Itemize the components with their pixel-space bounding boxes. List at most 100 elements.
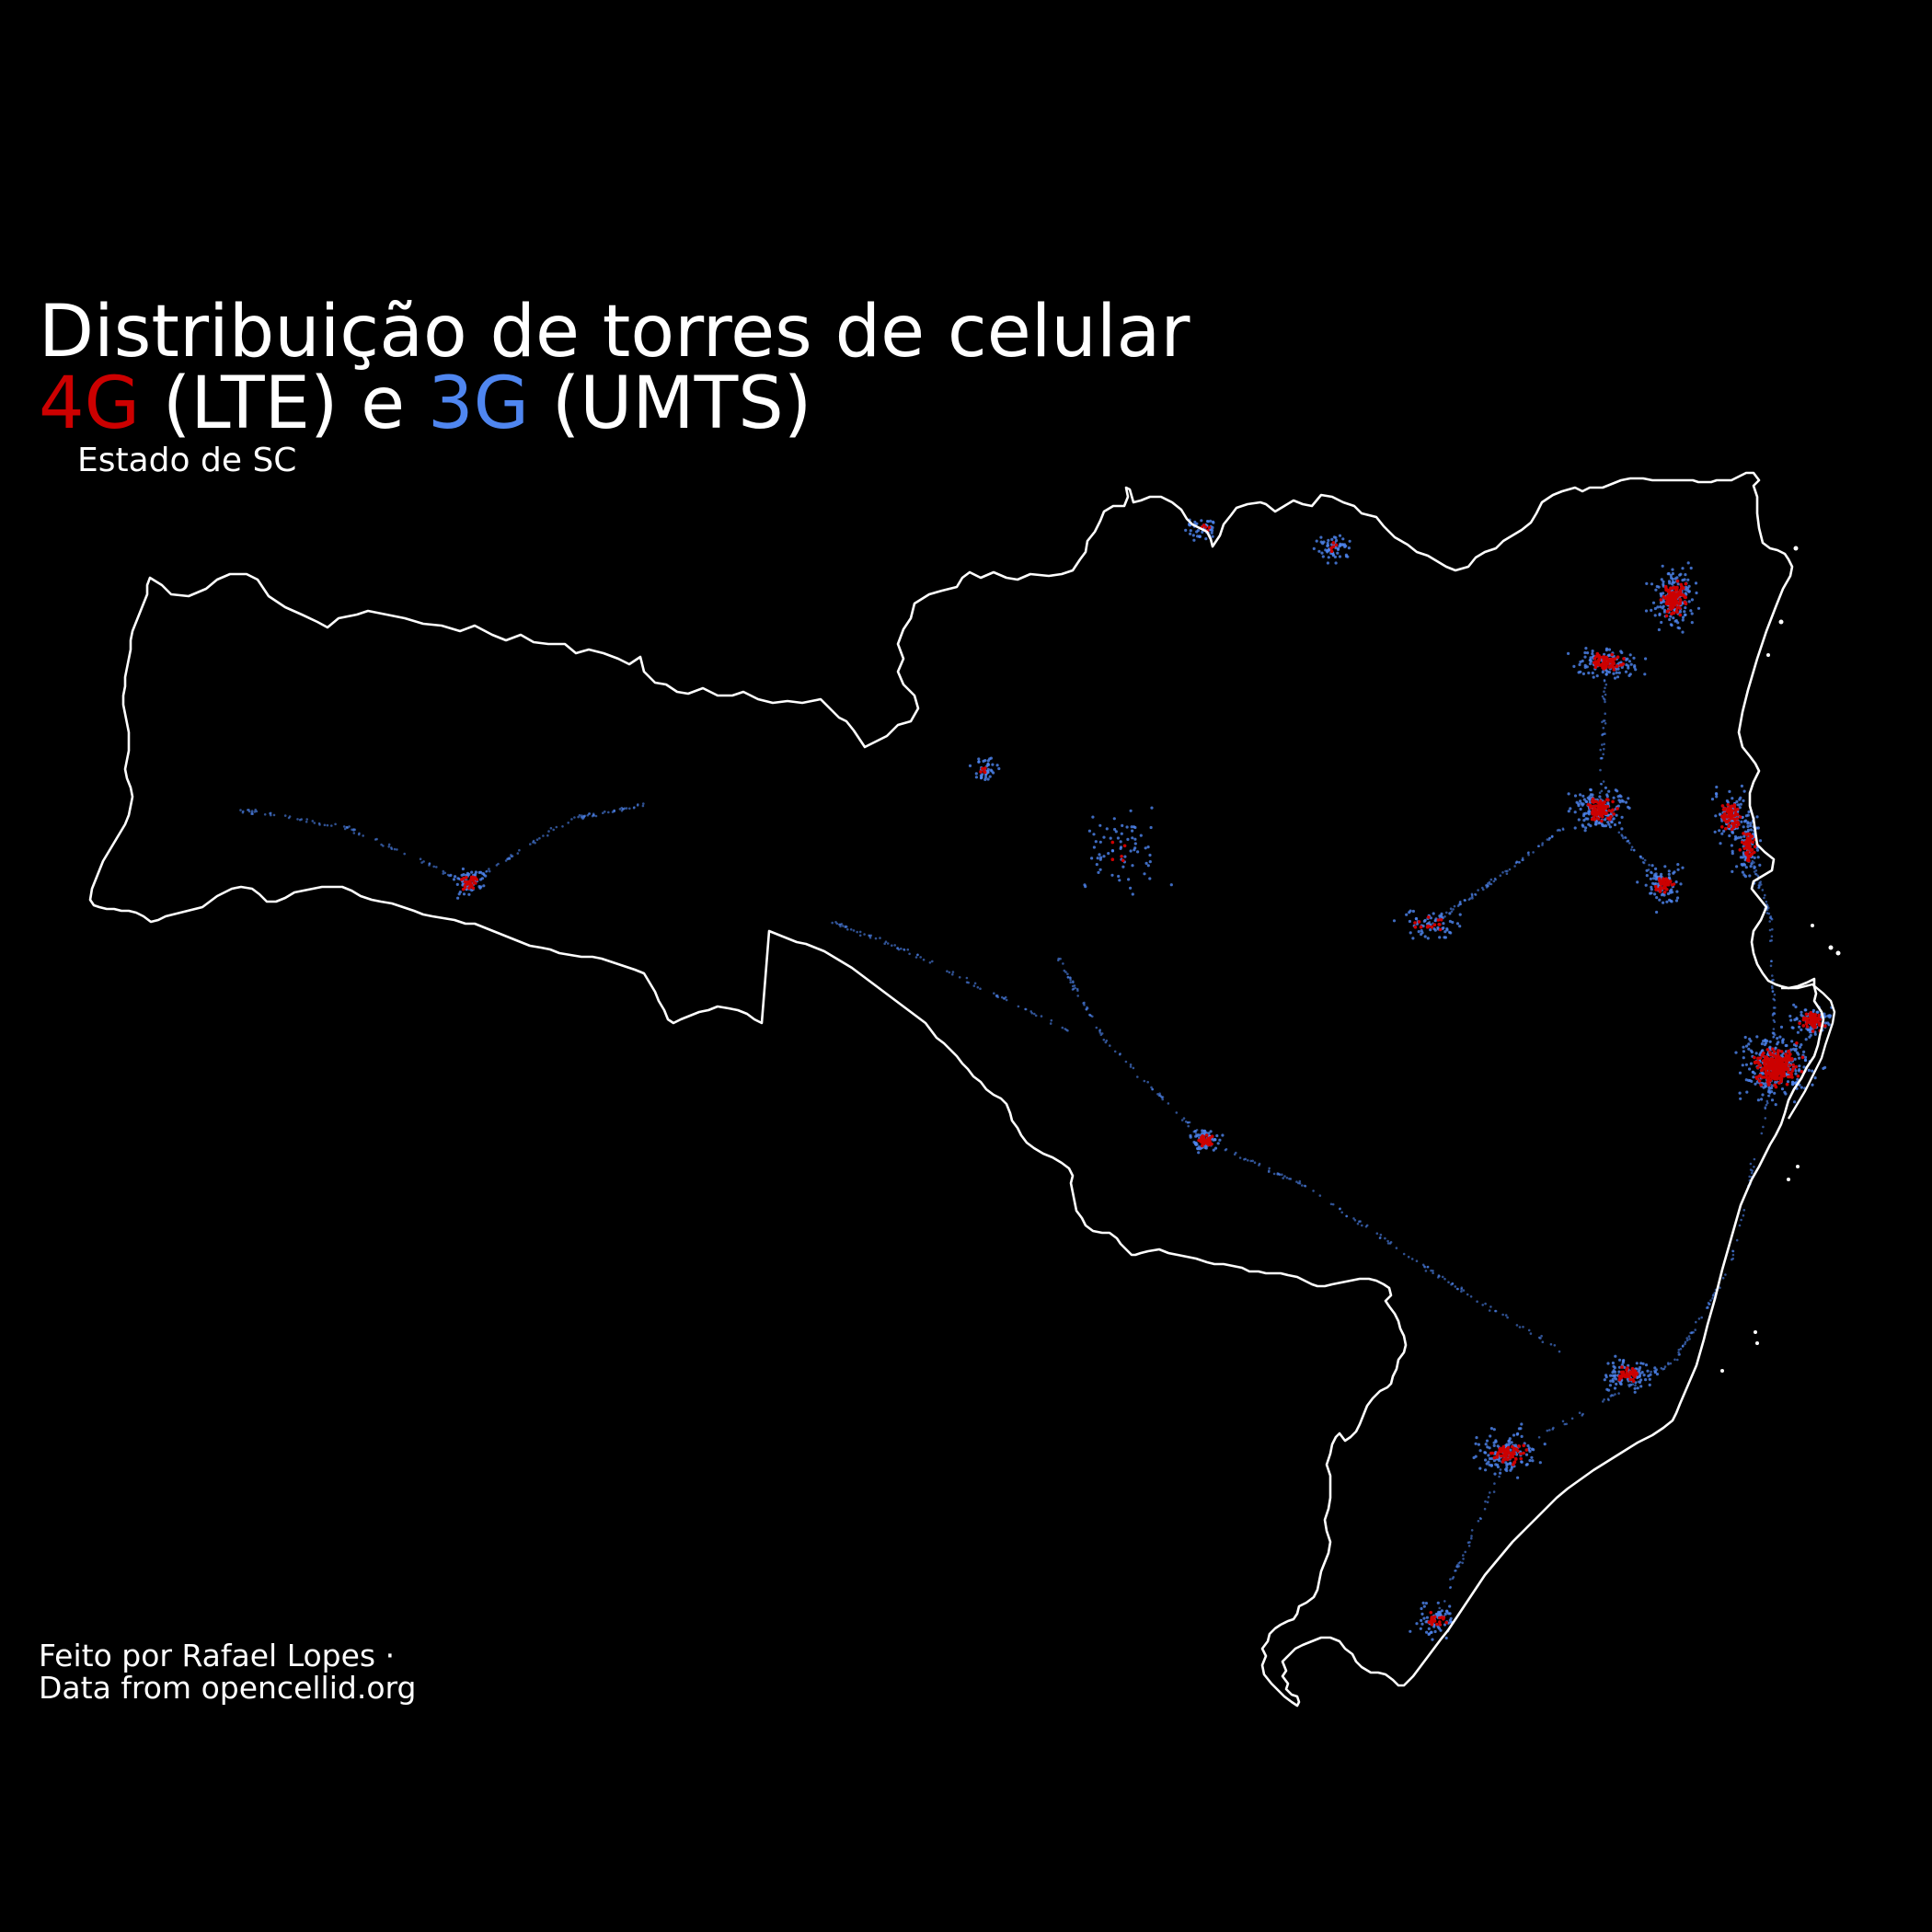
3g-tower-point [1587,671,1591,675]
3g-tower-point [1651,601,1656,604]
3g-tower-point [1584,826,1588,830]
3g-tower-point [1744,1044,1749,1048]
4g-tower-point [1738,815,1742,819]
4g-tower-point [1750,834,1754,838]
3g-tower-point [1617,799,1621,802]
3g-tower-point [1049,1022,1052,1025]
3g-tower-point [1581,803,1584,807]
3g-tower-point [1029,1010,1032,1013]
4g-tower-point [1609,660,1613,663]
3g-tower-point [1429,916,1432,920]
3g-tower-point [1807,1068,1811,1072]
4g-tower-point [1750,852,1754,856]
3g-tower-point [980,775,983,779]
3g-tower-point [1531,1459,1535,1463]
3g-tower-point [1731,869,1734,874]
4g-tower-point [1657,877,1662,880]
3g-tower-point [979,987,982,990]
3g-tower-point [1579,670,1582,673]
3g-tower-point [1811,1008,1815,1012]
4g-tower-point [1789,1071,1793,1075]
3g-tower-point [1438,936,1442,939]
3g-tower-point [1714,814,1718,818]
3g-tower-point [1653,1369,1656,1373]
3g-tower-point [1524,1453,1529,1456]
4g-tower-point [1662,877,1665,880]
3g-tower-point [1076,995,1079,997]
4g-tower-point [1788,1075,1792,1079]
3g-tower-point [1736,803,1741,807]
3g-tower-point [1611,818,1615,821]
4g-tower-point [1742,832,1745,835]
3g-tower-point [1148,877,1152,880]
3g-tower-point [1771,1031,1775,1034]
3g-tower-point [896,947,900,949]
3g-tower-point [1742,834,1746,838]
3g-tower-point [1707,1306,1709,1309]
3g-tower-point [1798,1068,1801,1072]
3g-tower-point [253,811,257,813]
4g-tower-point [1512,1450,1516,1454]
3g-tower-point [1792,1047,1796,1051]
3g-tower-point [1586,811,1590,815]
3g-tower-point [1811,1083,1814,1087]
3g-tower-point [1187,1124,1190,1128]
3g-tower-point [1604,824,1608,828]
3g-tower-point [1346,555,1350,558]
3g-tower-point [1156,1093,1159,1096]
3g-tower-point [1669,1362,1673,1365]
3g-tower-point [1445,911,1448,914]
3g-tower-point [1713,830,1717,834]
3g-tower-point [1674,899,1679,903]
3g-tower-point [1030,1012,1034,1015]
3g-tower-point [1215,1133,1219,1138]
3g-tower-point [618,808,622,811]
3g-tower-point [1343,545,1347,549]
3g-tower-point [846,928,849,931]
3g-tower-point [1765,1039,1769,1043]
3g-tower-point [1764,1117,1767,1120]
3g-tower-point [1796,1051,1800,1054]
3g-tower-point [1482,888,1485,891]
4g-tower-point [1654,884,1658,889]
3g-tower-point [1298,1179,1302,1183]
3g-tower-point [1492,1443,1496,1447]
3g-tower-point [1806,1028,1810,1032]
4g-tower-point [1674,608,1679,613]
3g-tower-point [1407,1255,1410,1259]
3g-tower-point [1546,1429,1549,1432]
3g-tower-point [868,934,870,937]
4g-tower-point [1676,605,1681,609]
3g-tower-point [283,814,287,817]
3g-tower-point [1144,861,1148,866]
3g-tower-point [1784,1092,1788,1096]
4g-tower-point [1597,811,1602,815]
3g-tower-point [1655,876,1658,880]
3g-tower-point [250,811,254,814]
3g-tower-point [1474,1455,1478,1458]
3g-tower-point [1102,835,1106,839]
3g-tower-point [357,833,361,836]
3g-tower-point [1800,1010,1803,1014]
3g-tower-point [637,803,639,806]
3g-tower-point [993,992,995,995]
3g-tower-point [1567,810,1570,813]
4g-tower-point [1593,656,1597,661]
3g-tower-point [1200,519,1203,523]
3g-tower-point [1620,834,1623,836]
3g-tower-point [1742,789,1746,793]
3g-tower-point [1642,861,1646,865]
3g-tower-point [1429,928,1432,932]
3g-tower-point [1660,620,1663,625]
3g-tower-point [1104,1041,1108,1044]
3g-tower-point [986,777,990,781]
3g-tower-point [1295,1180,1298,1183]
state-border [88,471,1825,1708]
4g-tower-point [1745,846,1749,850]
4g-tower-point [1731,822,1734,825]
3g-tower-point [1747,810,1751,814]
4g-tower-point [1789,1058,1794,1062]
3g-tower-point [1438,1612,1443,1616]
3g-tower-point [958,976,961,979]
3g-tower-point [1603,679,1606,682]
